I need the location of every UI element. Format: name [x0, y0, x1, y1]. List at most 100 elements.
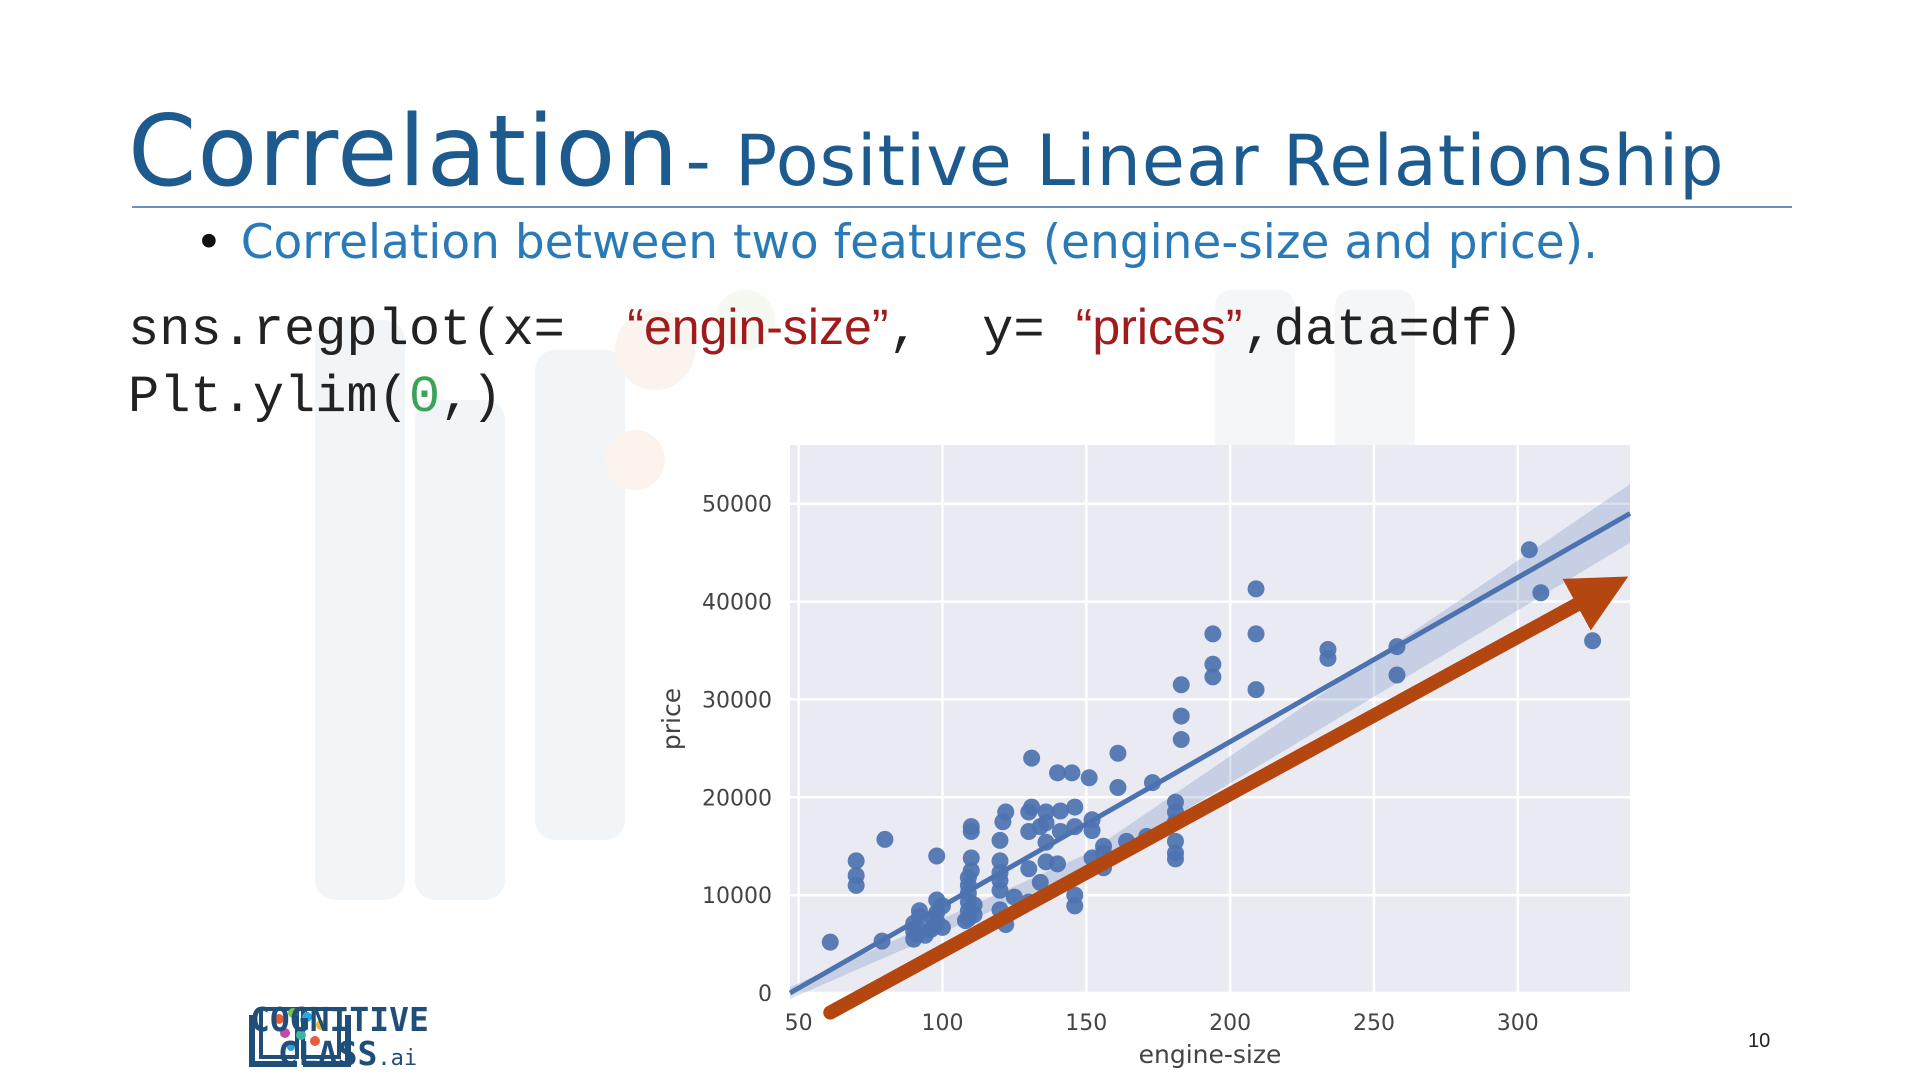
code-suffix: ,data=df) — [1242, 301, 1524, 360]
data-point — [1204, 625, 1222, 643]
trend-arrow — [823, 576, 1629, 1020]
y-tick-label: 50000 — [702, 493, 772, 518]
data-point — [1051, 802, 1069, 820]
data-point — [933, 897, 951, 915]
logo-wordmark: COGNITIVE CLASS.ai — [250, 1003, 429, 1076]
data-point — [1066, 798, 1084, 816]
code-middle: , y= — [888, 301, 1045, 360]
data-point — [1051, 823, 1069, 841]
data-point — [962, 862, 980, 880]
code-line-1: sns.regplot(x= “engin-size”, y= “prices”… — [128, 298, 1523, 360]
data-point — [1520, 541, 1538, 559]
cognitive-class-logo — [249, 1007, 351, 1067]
data-point — [991, 852, 1009, 870]
data-point — [1063, 764, 1081, 782]
data-point — [821, 933, 839, 951]
y-tick-labels: 0 10000 20000 30000 40000 50000 — [702, 493, 772, 1007]
slide-title: Correlation - Positive Linear Relationsh… — [128, 95, 1725, 209]
data-point — [1204, 655, 1222, 673]
bullet-point: • Correlation between two features (engin… — [195, 215, 1598, 270]
logo-line-1: COGNITIVE — [250, 1000, 429, 1039]
y-tick-label: 40000 — [702, 591, 772, 616]
data-point — [1020, 860, 1038, 878]
data-point — [1532, 584, 1550, 602]
x-tick-label: 200 — [1209, 1011, 1251, 1036]
y-tick-label: 10000 — [702, 884, 772, 909]
regression-chart: 0 10000 20000 30000 40000 50000 50 100 150 200 25… — [657, 445, 1632, 1069]
code-prefix-2: Plt.ylim( — [128, 368, 409, 427]
data-point — [1066, 897, 1084, 915]
data-point — [1037, 803, 1055, 821]
title-main: Correlation — [128, 95, 680, 209]
data-point — [928, 847, 946, 865]
data-point — [1172, 676, 1190, 694]
data-point — [1166, 844, 1184, 862]
data-point — [1204, 668, 1222, 686]
data-points — [821, 541, 1602, 951]
logo-line-2-wrap: CLASS.ai — [250, 1037, 429, 1076]
data-point — [991, 831, 1009, 849]
y-tick-label: 0 — [758, 982, 772, 1007]
data-point — [1109, 779, 1127, 796]
x-tick-label: 250 — [1353, 1011, 1395, 1036]
data-point — [1166, 793, 1184, 811]
data-point — [1095, 837, 1113, 855]
code-number: 0 — [408, 368, 441, 427]
data-point — [991, 864, 1009, 882]
code-prefix: sns.regplot(x= — [128, 301, 597, 360]
code-line-2: Plt.ylim(0,) — [128, 368, 503, 427]
data-point — [1247, 580, 1265, 598]
bullet-icon: • — [195, 215, 223, 270]
data-point — [1023, 798, 1041, 816]
code-string-x: “engin-size” — [627, 299, 889, 355]
data-point — [1080, 769, 1098, 787]
data-point — [1166, 832, 1184, 850]
data-point — [1037, 833, 1055, 851]
x-tick-label: 300 — [1497, 1011, 1539, 1036]
logo-line-2: CLASS — [278, 1034, 378, 1073]
code-suffix-2: ,) — [440, 368, 503, 427]
data-point — [1143, 774, 1161, 792]
data-point — [876, 830, 894, 848]
y-tick-label: 20000 — [702, 786, 772, 811]
x-tick-labels: 50 100 150 200 250 300 — [785, 1011, 1539, 1036]
bullet-text: Correlation between two features (engine… — [240, 215, 1598, 270]
data-point — [965, 906, 983, 924]
data-point — [1023, 749, 1041, 767]
data-point — [1066, 818, 1084, 836]
data-point — [997, 803, 1015, 821]
data-point — [1247, 681, 1265, 699]
y-tick-label: 30000 — [702, 688, 772, 713]
title-subtitle: - Positive Linear Relationship — [685, 120, 1725, 202]
title-divider — [132, 206, 1792, 208]
data-point — [1388, 638, 1406, 656]
data-point — [1049, 764, 1067, 782]
data-point — [1172, 731, 1190, 749]
data-point — [1388, 666, 1406, 684]
x-tick-label: 100 — [921, 1011, 963, 1036]
logo-suffix: .ai — [377, 1046, 418, 1071]
data-point — [1109, 744, 1127, 762]
x-tick-label: 50 — [785, 1011, 813, 1036]
data-point — [847, 852, 865, 870]
data-point — [1031, 873, 1049, 891]
page-number: 10 — [1748, 1030, 1771, 1052]
data-point — [873, 932, 891, 950]
data-point — [1049, 855, 1067, 873]
data-point — [1247, 625, 1265, 643]
code-string-y: “prices” — [1075, 299, 1243, 355]
x-tick-label: 150 — [1065, 1011, 1107, 1036]
data-point — [910, 902, 928, 920]
data-point — [962, 818, 980, 836]
data-point — [933, 918, 951, 936]
data-point — [1319, 641, 1337, 659]
data-point — [1584, 632, 1602, 650]
data-point — [847, 876, 865, 894]
data-point — [1005, 888, 1023, 906]
data-point — [1083, 811, 1101, 829]
data-point — [962, 849, 980, 867]
x-axis-label: engine-size — [1139, 1040, 1282, 1069]
data-point — [1172, 707, 1190, 725]
y-axis-label: price — [657, 688, 686, 750]
